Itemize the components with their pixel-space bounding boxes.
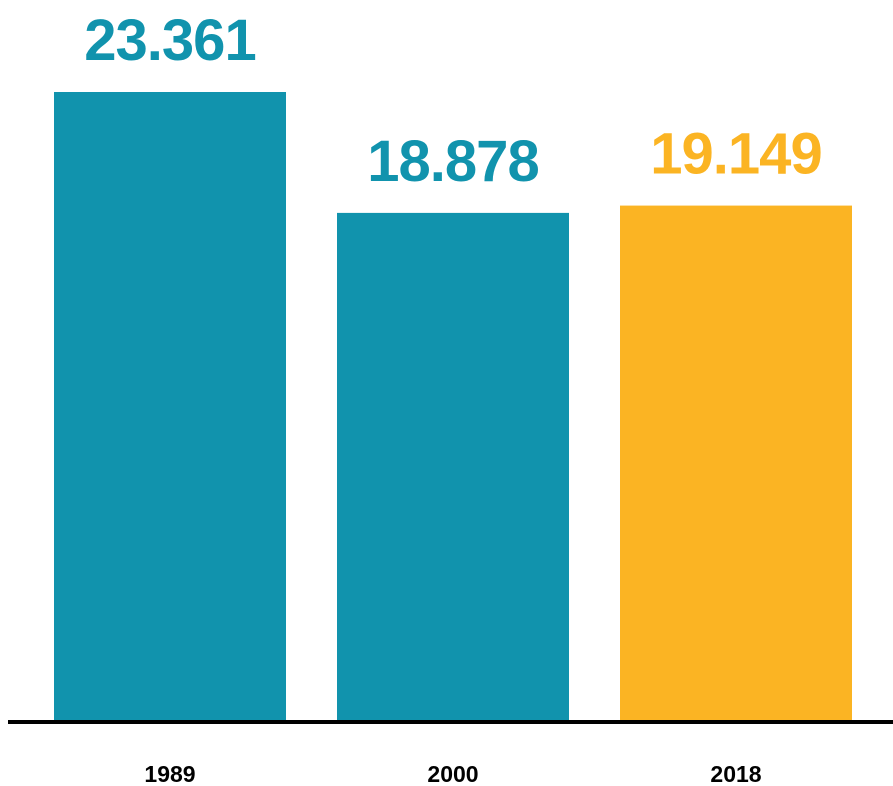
x-tick-label-2000: 2000 xyxy=(427,761,478,786)
x-tick-label-2018: 2018 xyxy=(710,761,761,786)
value-label-1989: 23.361 xyxy=(84,8,255,73)
bar-2018 xyxy=(620,205,852,723)
bar-2000 xyxy=(337,212,569,722)
value-label-2000: 18.878 xyxy=(367,129,538,194)
x-tick-labels-group: 1989 2000 2018 xyxy=(144,761,761,786)
bar-1989 xyxy=(54,92,286,722)
x-tick-label-1989: 1989 xyxy=(144,761,195,786)
value-label-2018: 19.149 xyxy=(650,122,821,187)
value-labels-group: 23.361 18.878 19.149 xyxy=(84,8,822,194)
bars-group xyxy=(54,92,852,723)
